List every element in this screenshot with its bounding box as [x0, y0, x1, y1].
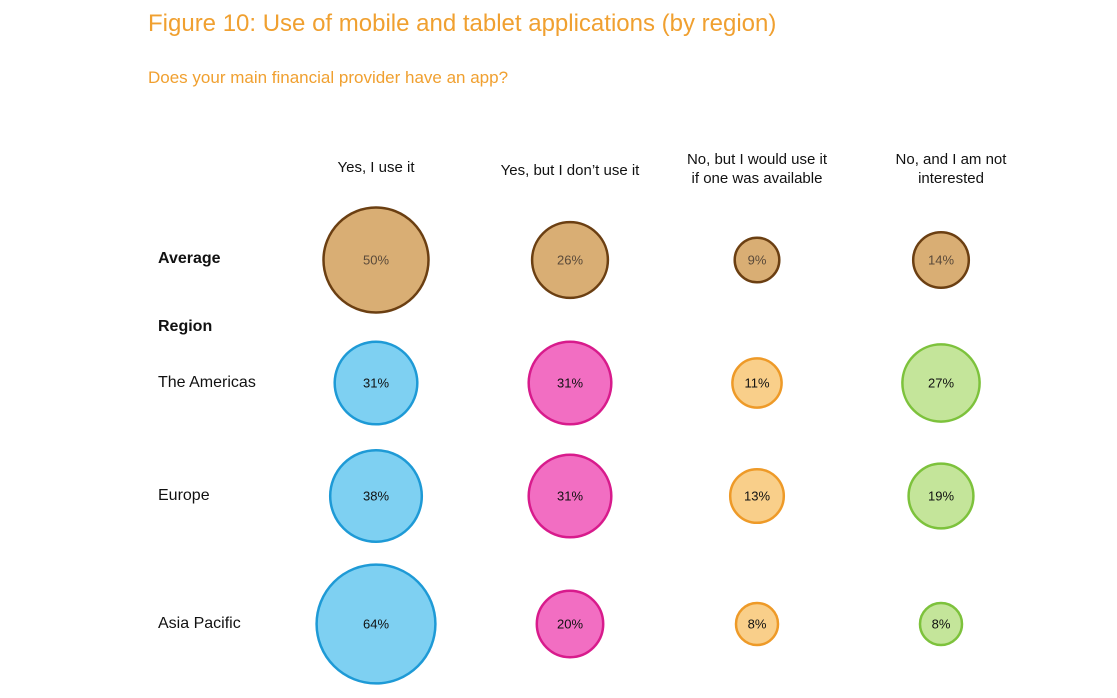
bubble-asia-pacific-yes-use: [315, 563, 437, 685]
bubble-asia-pacific-no-would-use: [734, 601, 780, 647]
bubble-average-no-would-use: [733, 236, 781, 284]
bubble-value-label: 31%: [557, 489, 583, 504]
column-header-yes-dont-use: Yes, but I don’t use it: [470, 161, 670, 180]
column-header-line: No, and I am not: [895, 151, 1007, 168]
bubble-value-label: 26%: [557, 253, 583, 268]
bubble-value-label: 11%: [744, 376, 769, 391]
bubble-value-label: 50%: [363, 253, 389, 268]
figure-title: Figure 10: Use of mobile and tablet appl…: [148, 10, 777, 37]
bubble-value-label: 8%: [748, 617, 767, 632]
row-label-asia-pacific: Asia Pacific: [158, 615, 241, 632]
row-label-europe: Europe: [158, 487, 210, 504]
bubble-europe-no-not-interested: [907, 462, 975, 530]
bubble-americas-no-would-use: [731, 357, 783, 409]
bubble-europe-yes-use: [328, 448, 424, 544]
bubble-value-label: 27%: [928, 376, 954, 391]
bubble-europe-yes-dont-use: [527, 453, 613, 539]
bubble-value-label: 20%: [557, 617, 583, 632]
bubble-value-label: 38%: [363, 489, 389, 504]
bubble-europe-no-would-use: [728, 467, 786, 525]
bubble-average-no-not-interested: [911, 230, 971, 290]
bubble-value-label: 31%: [557, 376, 583, 391]
column-header-yes-use: Yes, I use it: [276, 158, 476, 177]
bubble-value-label: 14%: [928, 253, 954, 268]
column-header-no-would-use: No, but I would use it if one was availa…: [657, 150, 857, 188]
bubble-asia-pacific-yes-dont-use: [535, 589, 605, 659]
row-label-americas: The Americas: [158, 374, 256, 391]
bubble-value-label: 31%: [363, 376, 389, 391]
column-header-line: if one was available: [691, 170, 823, 187]
bubble-asia-pacific-no-not-interested: [918, 601, 964, 647]
section-label-region: Region: [158, 318, 213, 335]
bubble-value-label: 9%: [748, 253, 767, 268]
column-header-line: interested: [918, 170, 984, 187]
row-label-average: Average: [158, 250, 221, 267]
bubble-value-label: 19%: [928, 489, 954, 504]
column-header-line: Yes, but I don’t use it: [500, 162, 640, 179]
figure-subtitle: Does your main financial provider have a…: [148, 68, 509, 87]
bubble-value-label: 8%: [932, 617, 951, 632]
column-header-line: Yes, I use it: [337, 159, 415, 176]
bubble-average-yes-dont-use: [530, 220, 610, 300]
bubble-americas-no-not-interested: [901, 343, 981, 423]
column-header-line: No, but I would use it: [686, 151, 828, 168]
column-header-no-not-interested: No, and I am not interested: [851, 150, 1051, 188]
bubble-americas-yes-use: [333, 340, 419, 426]
bubble-americas-yes-dont-use: [527, 340, 613, 426]
bubble-value-label: 13%: [744, 489, 770, 504]
bubble-value-label: 64%: [363, 617, 389, 632]
bubble-average-yes-use: [322, 206, 430, 314]
